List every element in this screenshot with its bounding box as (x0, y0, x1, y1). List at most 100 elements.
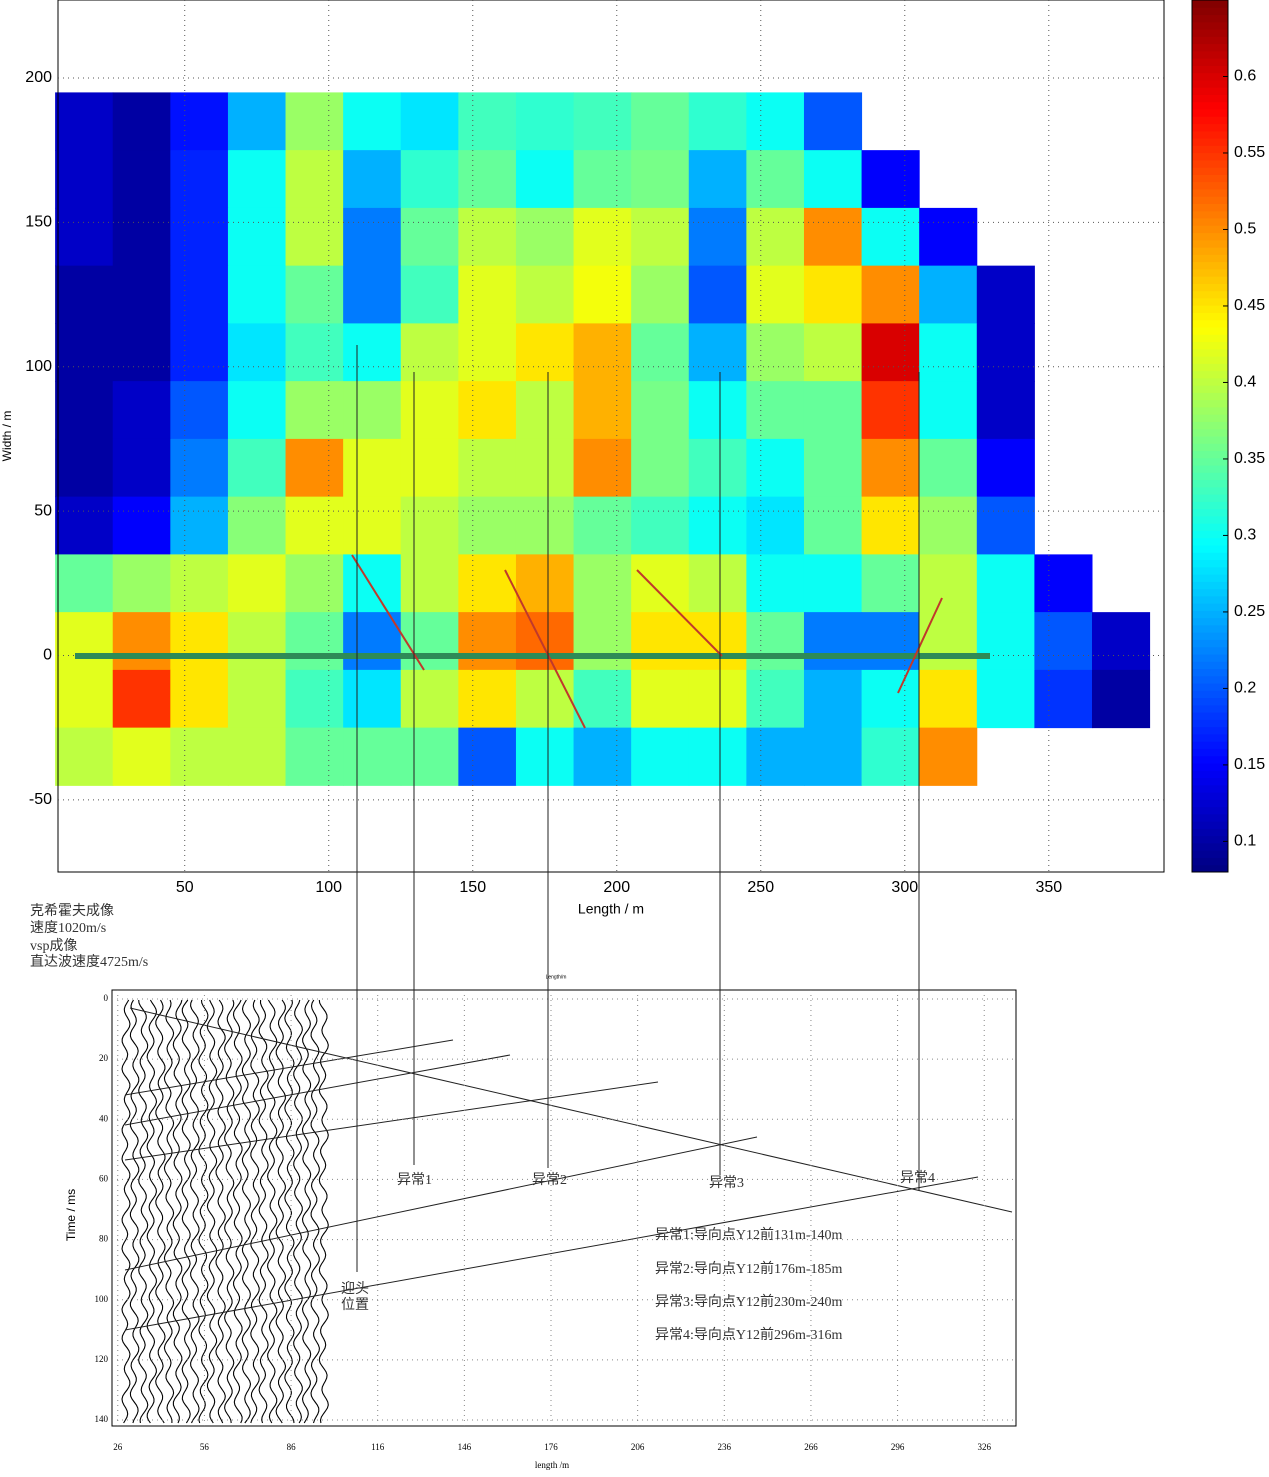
contour-cell (343, 727, 402, 786)
contour-cell (227, 669, 287, 729)
fault-line (636, 569, 723, 657)
contour-cell (861, 381, 920, 440)
contour-cell (112, 207, 171, 267)
contour-cell (400, 554, 459, 613)
contour-cell (861, 669, 920, 729)
colorbar-step (1192, 79, 1228, 88)
y-tick-label: 40 (99, 1113, 109, 1123)
colorbar-step (1192, 501, 1228, 510)
contour-cell (861, 207, 920, 267)
event-line (124, 1054, 511, 1126)
wiggle-trace (250, 999, 260, 1424)
colorbar-step (1192, 741, 1228, 749)
wiggle-trace (232, 999, 243, 1424)
colorbar-step (1192, 399, 1228, 408)
colorbar-step (1192, 813, 1228, 822)
colorbar-step (1192, 588, 1228, 597)
colorbar-step (1192, 690, 1228, 699)
contour-cell (227, 554, 287, 613)
colorbar-step (1192, 508, 1228, 517)
y-tick-label: 100 (95, 1294, 109, 1304)
contour-cell (458, 150, 517, 209)
contour-cell (688, 207, 747, 267)
contour-cell (170, 438, 229, 498)
colorbar-step (1192, 36, 1228, 45)
contour-cell (400, 381, 459, 440)
contour-cell (55, 727, 114, 786)
y-tick-label: 150 (25, 214, 52, 231)
contour-cell (688, 669, 747, 729)
contour-cell (515, 92, 575, 151)
contour-cell (343, 669, 402, 729)
contour-cell (515, 381, 575, 440)
contour-cell (55, 669, 114, 729)
contour-cell (803, 207, 863, 267)
contour-cell (112, 669, 171, 729)
annotation: 异常2 (532, 1172, 567, 1188)
contour-cell (170, 554, 229, 613)
note: 直达波速度4725m/s (30, 953, 148, 970)
contour-cell (803, 438, 863, 498)
colorbar-step (1192, 595, 1228, 604)
colorbar-step (1192, 218, 1228, 226)
colorbar-step (1192, 188, 1228, 197)
colorbar-step (1192, 835, 1228, 844)
colorbar-step (1192, 50, 1228, 59)
colorbar-step (1192, 530, 1228, 539)
colorbar-step (1192, 370, 1228, 379)
colorbar-step (1192, 784, 1228, 793)
contour-cell (1091, 612, 1151, 671)
colorbar-step (1192, 58, 1228, 66)
colorbar-step (1192, 792, 1228, 800)
fault-line (351, 554, 425, 671)
contour-cell (573, 612, 632, 671)
x-tick-label: 100 (315, 879, 342, 896)
colorbar-step (1192, 748, 1228, 757)
colorbar-step (1192, 479, 1228, 488)
overlays (75, 345, 990, 1272)
contour-cell (227, 92, 287, 151)
colorbar-step (1192, 356, 1228, 364)
annotation: 位置 (341, 1297, 369, 1313)
colorbar-step (1192, 799, 1228, 808)
annotation: 异常3:导向点Y12前230m-240m (655, 1293, 843, 1310)
contour-cell (631, 381, 690, 440)
colorbar-step (1192, 552, 1228, 561)
contour-cell (285, 554, 344, 613)
contour-cell (55, 323, 114, 382)
contour-cell (343, 381, 402, 440)
wiggle-trace (293, 999, 303, 1424)
colorbar-tick-label: 0.45 (1234, 297, 1265, 314)
colorbar-step (1192, 290, 1228, 299)
contour-cell (631, 438, 690, 498)
contour-cell (458, 669, 517, 729)
colorbar-step (1192, 515, 1228, 524)
event-line (124, 1136, 758, 1271)
contour-cell (631, 265, 690, 324)
x-tick-label: 266 (804, 1442, 818, 1452)
contour-cell (631, 669, 690, 729)
colorbar-step (1192, 72, 1228, 81)
y-tick-label: 20 (99, 1053, 109, 1063)
colorbar-step (1192, 138, 1228, 146)
contour-cell (976, 496, 1035, 555)
contour-cell (458, 265, 517, 324)
colorbar-step (1192, 726, 1228, 735)
colorbar-step (1192, 210, 1228, 219)
colorbar-step (1192, 268, 1228, 277)
contour-cell (803, 381, 863, 440)
colorbar-step (1192, 167, 1228, 175)
colorbar-step (1192, 196, 1228, 204)
x-tick-label: 350 (1035, 879, 1062, 896)
contour-cell (976, 381, 1035, 440)
contour-cell (400, 669, 459, 729)
colorbar-step (1192, 130, 1228, 139)
contour-cell (919, 265, 978, 324)
contour-cell (919, 669, 978, 729)
colorbar-step (1192, 319, 1228, 328)
contour-cell (746, 323, 805, 382)
colorbar-step (1192, 472, 1228, 481)
contour-cell (515, 727, 575, 786)
wiggle-trace (155, 999, 166, 1424)
contour-layer (55, 92, 1151, 786)
